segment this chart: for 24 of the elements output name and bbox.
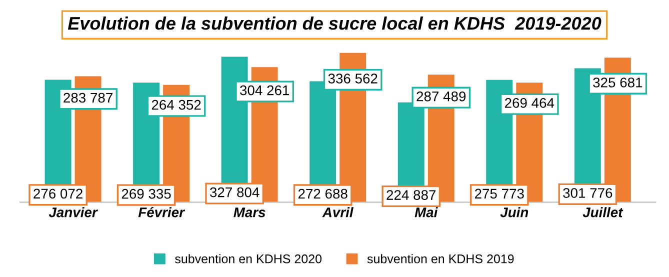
- data-label: 327 804: [210, 187, 260, 198]
- data-label: 269 335: [122, 188, 171, 199]
- data-label: 283 787: [64, 92, 112, 103]
- x-tick-label: Mai: [414, 207, 438, 218]
- chart-title: Evolution de la subvention de sucre local en KDHS 2019-2020: [68, 16, 602, 30]
- x-tick-label: Février: [138, 206, 186, 218]
- data-label: 304 261: [240, 85, 290, 96]
- x-tick-label: Avril: [322, 207, 354, 218]
- x-tick-label: Janvier: [48, 207, 98, 218]
- data-label: 272 688: [298, 188, 348, 199]
- data-label: 336 562: [328, 74, 378, 84]
- data-label: 264 352: [152, 100, 201, 110]
- x-tick-label: Mars: [234, 208, 266, 218]
- data-label: 269 464: [504, 98, 554, 108]
- data-label: 287 489: [416, 91, 466, 102]
- x-tick-label: Juin: [500, 207, 528, 218]
- legend-label: subvention en KDHS 2019: [367, 254, 514, 264]
- data-label: 301 776: [563, 188, 612, 198]
- data-label: 224 887: [386, 190, 436, 200]
- data-label: 276 072: [34, 188, 82, 199]
- x-tick-label: Juillet: [582, 207, 624, 218]
- legend-label: subvention en KDHS 2020: [175, 254, 322, 264]
- data-label: 275 773: [474, 188, 524, 199]
- data-label: 325 681: [593, 78, 642, 88]
